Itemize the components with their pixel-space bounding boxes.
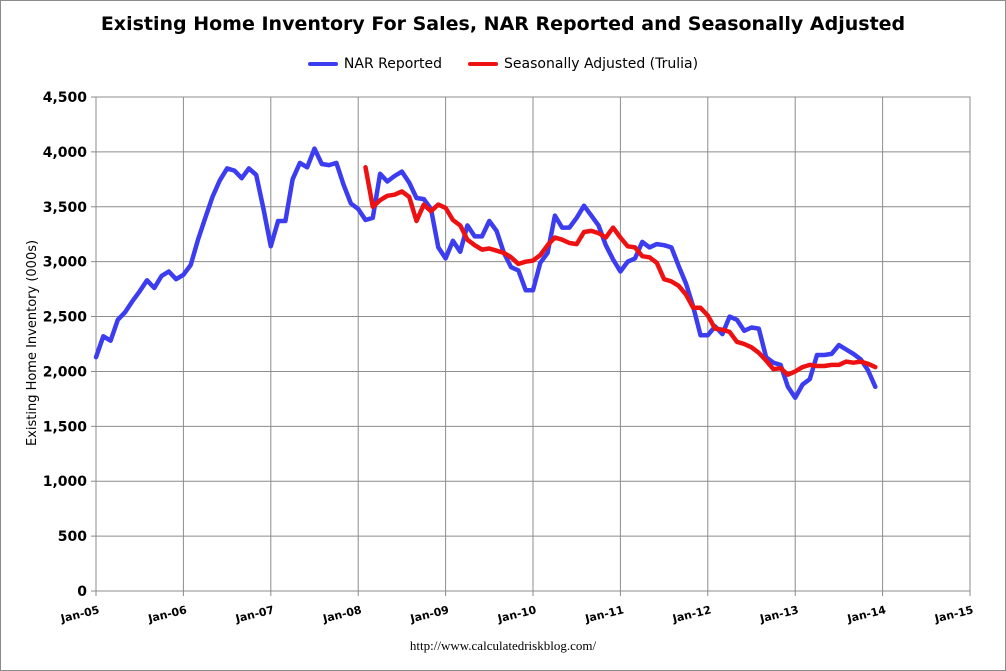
y-tick-label: 2,500 [43, 310, 88, 326]
y-axis-ticks: 0 500 1,000 1,500 2,000 2,500 3,000 3,500 4,000 4… [43, 90, 96, 600]
series-line-nar-reported [93, 146, 878, 401]
x-tick-label: Jan-08 [321, 603, 363, 625]
x-tick-label: Jan-13 [758, 603, 800, 625]
y-tick-label: 4,500 [43, 90, 88, 106]
legend-item-nar: NAR Reported [307, 56, 443, 72]
y-tick-label: 4,000 [43, 145, 88, 161]
x-axis-ticks: Jan-05 Jan-06 Jan-07 Jan-08 Jan-09 Jan-10 Jan-… [59, 591, 975, 626]
x-tick-label: Jan-09 [408, 603, 450, 625]
x-tick-label: Jan-05 [59, 603, 101, 625]
legend-item-trulia: Seasonally Adjusted (Trulia) [468, 56, 698, 72]
x-tick-label: Jan-10 [496, 603, 539, 625]
chart-title: Existing Home Inventory For Sales, NAR R… [100, 13, 906, 35]
y-tick-label: 500 [58, 529, 87, 545]
chart-legend: NAR Reported Seasonally Adjusted (Trulia… [0, 56, 1006, 72]
series-line-seasonally-adjusted [363, 165, 878, 377]
y-tick-label: 1,000 [43, 474, 88, 490]
y-tick-label: 3,500 [43, 200, 88, 216]
chart-series [93, 146, 878, 401]
x-tick-label: Jan-12 [670, 603, 712, 625]
y-tick-label: 2,000 [43, 364, 88, 380]
legend-swatch-nar [307, 62, 338, 66]
chart-source: http://www.calculatedriskblog.com/ [409, 638, 597, 653]
y-tick-label: 0 [77, 584, 87, 600]
legend-swatch-trulia [468, 62, 499, 66]
legend-label-trulia: Seasonally Adjusted (Trulia) [504, 56, 699, 72]
x-tick-label: Jan-07 [233, 603, 275, 625]
y-tick-label: 1,500 [43, 419, 88, 435]
y-axis-label: Existing Home Inventory (000s) [25, 240, 40, 446]
legend-label-nar: NAR Reported [343, 56, 443, 72]
x-tick-label: Jan-11 [583, 603, 625, 625]
y-tick-label: 3,000 [43, 255, 88, 271]
x-tick-label: Jan-15 [933, 603, 975, 625]
x-tick-label: Jan-14 [845, 603, 888, 625]
x-tick-label: Jan-06 [146, 603, 189, 625]
